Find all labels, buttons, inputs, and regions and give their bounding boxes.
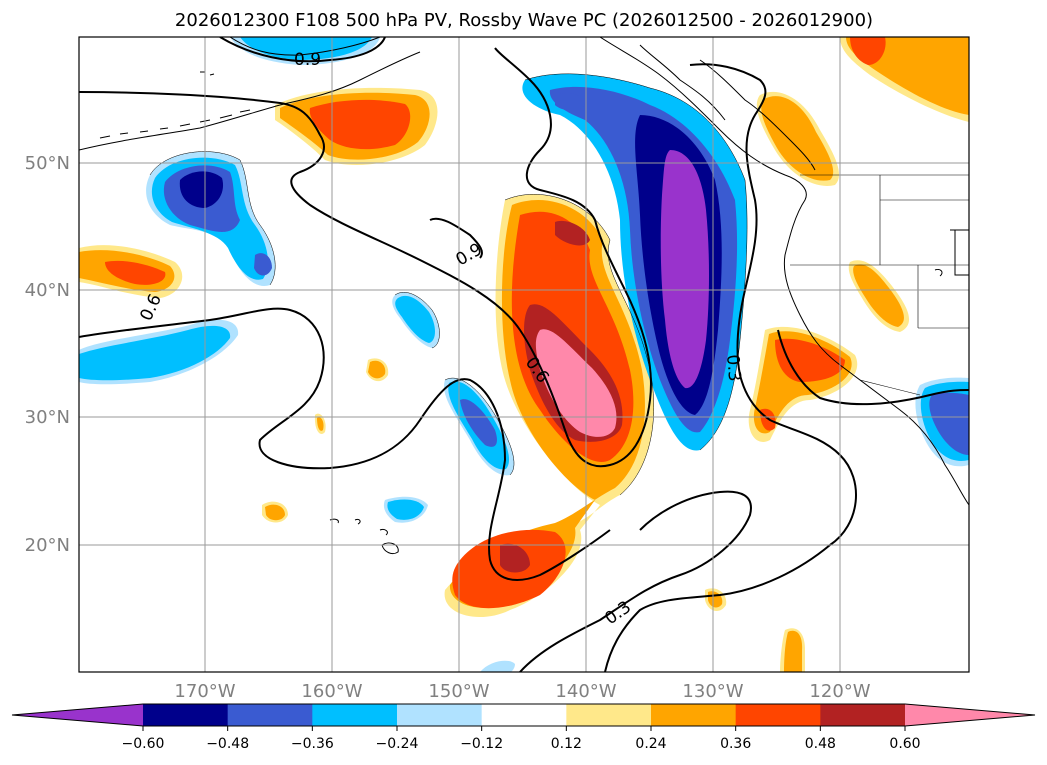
- map-title: 2026012300 F108 500 hPa PV, Rossby Wave …: [175, 10, 873, 31]
- map-border: [78, 36, 970, 673]
- colorbar-segment: [312, 704, 398, 726]
- negative-anomaly-west: [146, 151, 276, 286]
- lon-label: 160°W: [301, 681, 362, 702]
- colorbar-segment: [820, 704, 906, 726]
- positive-anomaly-northeast: [840, 37, 969, 122]
- coastlines: [79, 37, 969, 555]
- colorbar-segment: [651, 704, 737, 726]
- lat-label: 20°N: [25, 535, 70, 556]
- colorbar-extend-min: [12, 704, 143, 726]
- graticule: [79, 37, 969, 672]
- positive-anomaly-north: [275, 87, 438, 165]
- colorbar-segment: [397, 704, 483, 726]
- longitude-labels: 170°W 160°W 150°W 140°W 130°W 120°W: [174, 681, 870, 702]
- lat-label: 30°N: [25, 407, 70, 428]
- colorbar-segment: [481, 704, 567, 726]
- colorbar: −0.60 −0.48 −0.36 −0.24 −0.12 0.12 0.24 0.36 0.4…: [11, 703, 1036, 752]
- lon-label: 170°W: [174, 681, 235, 702]
- colorbar-label: 0.48: [805, 736, 836, 752]
- colorbar-segment: [143, 704, 229, 726]
- positive-anomaly-center: [444, 194, 654, 618]
- contour-label: 0.9: [294, 50, 321, 70]
- colorbar-label: 0.36: [720, 736, 751, 752]
- colorbar-label: −0.36: [291, 736, 334, 752]
- lon-label: 140°W: [555, 681, 616, 702]
- map-content: 0.9 0.9 0.6 0.6 0.3 0.3: [79, 37, 969, 672]
- colorbar-label: −0.48: [206, 736, 249, 752]
- lon-label: 150°W: [428, 681, 489, 702]
- colorbar-segment: [566, 704, 652, 726]
- pv-contours: [79, 37, 969, 672]
- colorbar-extend-max: [905, 704, 1035, 726]
- colorbar-label: 0.60: [889, 736, 920, 752]
- colorbar-label: −0.60: [122, 736, 165, 752]
- negative-anomaly-center: [522, 73, 748, 451]
- lon-label: 130°W: [682, 681, 743, 702]
- colorbar-label: −0.24: [376, 736, 419, 752]
- lon-label: 120°W: [809, 681, 870, 702]
- positive-anomaly-coast: [756, 91, 840, 186]
- colorbar-segment: [227, 704, 313, 726]
- negative-anomaly-east: [915, 377, 969, 467]
- contour-label: 0.3: [722, 354, 744, 383]
- colorbar-label: −0.12: [460, 736, 503, 752]
- lat-label: 50°N: [25, 153, 70, 174]
- positive-anomaly-west: [79, 245, 183, 298]
- lat-label: 40°N: [25, 280, 70, 301]
- negative-anomaly-southwest: [79, 319, 239, 385]
- colorbar-label: 0.12: [551, 736, 582, 752]
- positive-anomaly-california: [848, 260, 910, 332]
- colorbar-segment: [735, 704, 821, 726]
- colorbar-label: 0.24: [635, 736, 666, 752]
- latitude-labels: 50°N 40°N 30°N 20°N: [25, 153, 70, 556]
